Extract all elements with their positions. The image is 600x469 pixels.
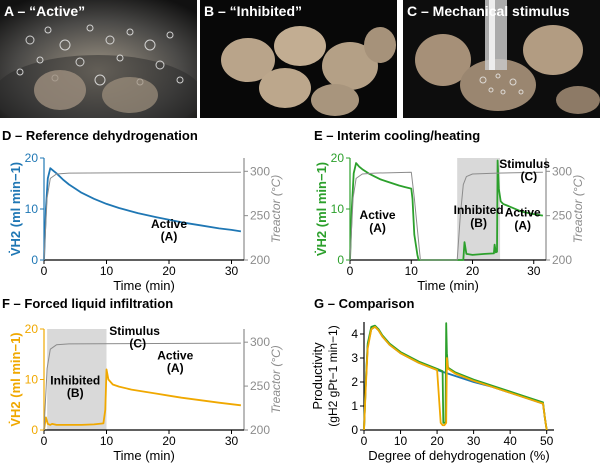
chart-title-f: F – Forced liquid infiltration [2, 296, 174, 311]
y-right-tick-label: 250 [250, 379, 270, 393]
x-tick-label: 20 [466, 264, 480, 278]
y-tick-label: 4 [351, 327, 358, 341]
temperature-line [43, 342, 241, 431]
y-right-tick-label: 200 [250, 253, 270, 267]
y-right-tick-label: 300 [250, 335, 270, 349]
shaded-region [47, 329, 107, 430]
y-right-tick-label: 200 [250, 423, 270, 437]
annotation-label: Stimulus [109, 324, 160, 338]
y-tick-label: 1 [351, 399, 358, 413]
chart-panel-g: G – Comparison 0 10 20 30 40 50 0 1 2 3 4 Degree of… [300, 296, 600, 464]
annotation-label: (A) [514, 218, 531, 232]
x-tick-label: 20 [430, 434, 444, 448]
y-left-axis-label: V̇H2 (ml min−1) [8, 332, 23, 426]
y-left-tick-label: 0 [31, 253, 38, 267]
x-axis-label: Degree of dehydrogenation (%) [368, 448, 549, 463]
productivity-line [363, 325, 548, 431]
flow-rate-line [349, 159, 544, 261]
chart-g-svg: 0 10 20 30 40 50 0 1 2 3 4 Degree of dehydrogenatio… [310, 322, 554, 463]
y-right-tick-label: 200 [552, 253, 572, 267]
y-tick-label: 0 [351, 423, 358, 437]
chart-panel-d: D – Reference dehydrogenation 0 10 20 30 0 10… [0, 128, 300, 294]
annotation-label: (B) [67, 386, 84, 400]
temperature-line [43, 171, 241, 261]
x-axis-label: Time (min) [113, 448, 175, 463]
x-tick-label: 50 [540, 434, 554, 448]
flow-rate-line [43, 368, 242, 431]
y-left-tick-label: 20 [331, 151, 345, 165]
temperature-line [349, 171, 543, 261]
y-left-tick-label: 0 [31, 423, 38, 437]
x-tick-label: 0 [41, 434, 48, 448]
photo-label-c: C – Mechanical stimulus [407, 3, 570, 19]
x-tick-label: 10 [394, 434, 408, 448]
x-tick-label: 10 [100, 264, 114, 278]
x-tick-label: 20 [162, 434, 176, 448]
x-tick-label: 40 [503, 434, 517, 448]
y-left-tick-label: 10 [25, 373, 39, 387]
annotation-label: (A) [369, 221, 386, 235]
annotation-label: (B) [470, 216, 487, 230]
annotation-label: (C) [521, 169, 538, 183]
y-right-axis-label: Treactor (°C) [269, 175, 283, 244]
x-tick-label: 0 [347, 264, 354, 278]
productivity-line [363, 325, 548, 431]
y-tick-label: 3 [351, 351, 358, 365]
x-tick-label: 10 [405, 264, 419, 278]
x-tick-label: 0 [41, 264, 48, 278]
annotation-label: (A) [161, 230, 178, 244]
chart-panel-e: E – Interim cooling/heating 0 10 20 30 0 10 20… [300, 128, 600, 294]
y-right-tick-label: 250 [250, 209, 270, 223]
y-left-axis-label: V̇H2 (ml min−1) [314, 162, 329, 256]
y-right-axis-label: Treactor (°C) [269, 345, 283, 414]
x-axis-label: Time (min) [417, 278, 479, 293]
annotation-label: Active [151, 217, 187, 231]
annotation-label: Active [157, 348, 193, 362]
photo-active: A – “Active” [0, 0, 197, 118]
chart-title-g: G – Comparison [314, 296, 415, 311]
y-left-tick-label: 10 [331, 202, 345, 216]
x-tick-label: 30 [225, 264, 239, 278]
annotation-label: (C) [129, 337, 146, 351]
photo-label-a: A – “Active” [4, 3, 86, 19]
chart-title-e: E – Interim cooling/heating [314, 128, 481, 143]
y-left-tick-label: 20 [25, 151, 39, 165]
photo-inhibited: B – “Inhibited” [200, 0, 397, 118]
chart-title-d: D – Reference dehydrogenation [2, 128, 198, 143]
y-right-tick-label: 250 [552, 209, 572, 223]
annotation-label: Inhibited [454, 203, 504, 217]
y-axis-label-line1: Productivity [310, 342, 325, 410]
y-tick-label: 2 [351, 375, 358, 389]
annotation-label: Active [505, 206, 541, 220]
y-left-tick-label: 0 [337, 253, 344, 267]
x-tick-label: 20 [162, 264, 176, 278]
photo-label-b: B – “Inhibited” [204, 3, 302, 19]
x-tick-label: 10 [100, 434, 114, 448]
annotation-label: Inhibited [50, 374, 100, 388]
annotation-label: Stimulus [499, 157, 550, 171]
flow-rate-line [43, 167, 242, 261]
annotation-label: Active [360, 208, 396, 222]
y-axis-label-line2: (gH2 gPt−1 min−1) [326, 325, 340, 426]
x-tick-label: 0 [361, 434, 368, 448]
chart-panel-f: F – Forced liquid infiltration 0 10 20 30 0 1… [0, 296, 300, 464]
y-right-axis-label: Treactor (°C) [571, 175, 585, 244]
y-right-tick-label: 300 [250, 164, 270, 178]
photo-mechanical-stimulus: C – Mechanical stimulus [403, 0, 600, 118]
y-left-tick-label: 10 [25, 202, 39, 216]
y-right-tick-label: 300 [552, 164, 572, 178]
annotation-label: (A) [167, 361, 184, 375]
x-tick-label: 30 [467, 434, 481, 448]
y-left-axis-label: V̇H2 (ml min−1) [8, 162, 23, 256]
y-left-tick-label: 20 [25, 322, 39, 336]
x-tick-label: 30 [225, 434, 239, 448]
x-axis-label: Time (min) [113, 278, 175, 293]
x-tick-label: 30 [527, 264, 541, 278]
